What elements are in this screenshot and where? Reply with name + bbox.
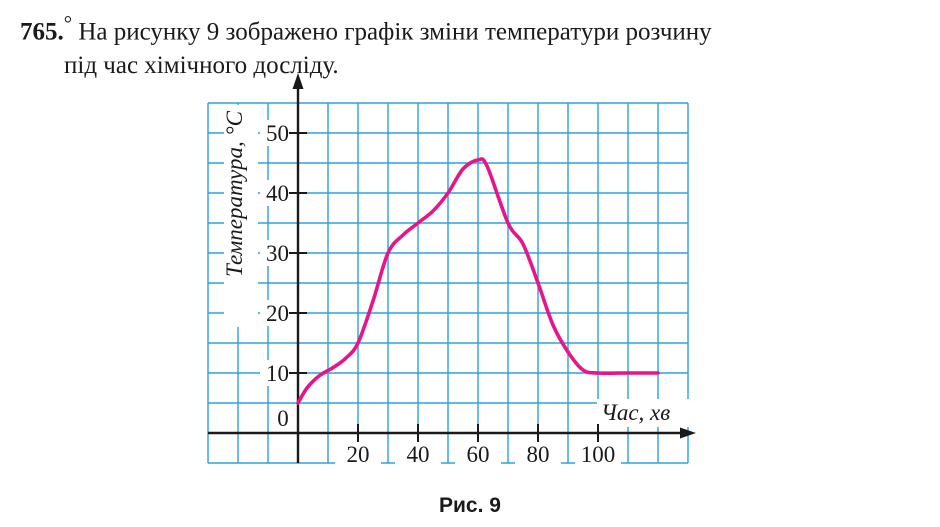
y-tick-label: 50 xyxy=(266,121,289,146)
problem-marker: ° xyxy=(63,11,73,35)
x-tick-label-bg xyxy=(575,441,621,465)
y-axis-label: Температура, °С xyxy=(222,110,247,277)
x-tick-label: 80 xyxy=(527,442,550,467)
y-tick-label: 10 xyxy=(266,361,289,386)
x-tick-label: 20 xyxy=(347,442,370,467)
problem-number: 765. xyxy=(20,18,64,46)
x-tick-label: 60 xyxy=(467,442,490,467)
x-axis-arrow xyxy=(680,427,696,439)
y-axis-arrow xyxy=(292,73,304,89)
y-tick-label-bg xyxy=(260,120,292,146)
figure-caption: Рис. 9 xyxy=(439,494,501,517)
origin-label: 0 xyxy=(277,406,289,431)
problem-statement: 765.° На рисунку 9 зображено графік змін… xyxy=(20,6,920,83)
y-axis-label-bg xyxy=(224,105,258,327)
problem-text-line1: На рисунку 9 зображено графік зміни темп… xyxy=(72,18,712,46)
temperature-curve xyxy=(296,157,660,405)
y-tick-label: 40 xyxy=(266,181,289,206)
y-tick-label: 20 xyxy=(266,301,289,326)
x-tick-label: 100 xyxy=(581,442,616,467)
origin-label-bg xyxy=(269,404,289,428)
x-tick-label-bg xyxy=(395,441,441,465)
y-tick-label-bg xyxy=(260,240,292,266)
x-tick-label-bg xyxy=(455,441,501,465)
x-axis-label-bg xyxy=(597,399,691,427)
y-tick-label-bg xyxy=(260,300,292,326)
x-tick-label: 40 xyxy=(407,442,430,467)
y-tick-label-bg xyxy=(260,180,292,206)
x-tick-label-bg xyxy=(515,441,561,465)
problem-text-line2: під час хімічного досліду. xyxy=(64,52,339,80)
x-tick-label-bg xyxy=(335,441,381,465)
y-tick-label-bg xyxy=(260,360,292,386)
y-tick-label: 30 xyxy=(266,241,289,266)
x-axis-label: Час, хв xyxy=(601,400,670,425)
